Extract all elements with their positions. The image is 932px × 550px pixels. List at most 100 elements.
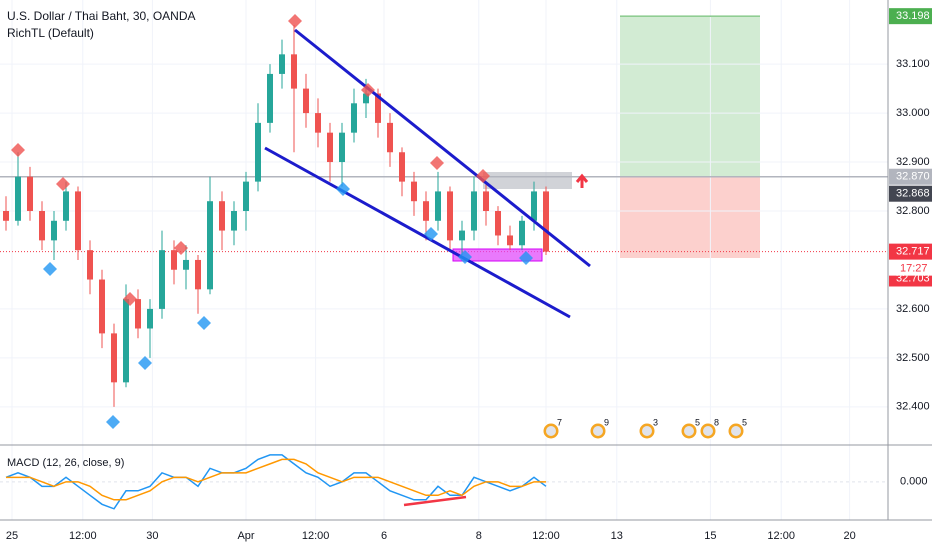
candle-body	[303, 88, 309, 114]
candle-body	[435, 191, 441, 221]
y-tick-label: 32.400	[896, 401, 930, 413]
candle-body	[507, 235, 513, 246]
pivot-highs	[11, 14, 490, 306]
price-label: 32.717	[896, 246, 930, 258]
divergence-line	[403, 495, 467, 507]
candle-body	[327, 132, 333, 163]
candle-body	[135, 299, 141, 329]
candle-body	[267, 73, 273, 123]
candle-body	[255, 122, 261, 182]
chart-title: U.S. Dollar / Thai Baht, 30, OANDA	[7, 9, 196, 23]
macd-line	[5, 454, 547, 510]
candle-body	[75, 191, 81, 251]
x-tick-label: 6	[381, 530, 387, 542]
y-tick-label: 32.900	[896, 156, 930, 168]
event-flag	[703, 426, 713, 436]
stop-zone	[620, 177, 760, 258]
event-flag	[684, 426, 694, 436]
x-tick-label: 12:00	[302, 530, 330, 542]
candle-body	[159, 250, 165, 309]
trendline	[294, 28, 591, 268]
y-tick-label: 0.000	[900, 476, 928, 488]
candle-body	[495, 210, 501, 236]
event-count: 5	[742, 417, 747, 427]
macd-line	[6, 458, 546, 501]
y-tick-label: 33.100	[896, 58, 930, 70]
candle-body	[87, 250, 93, 280]
target-zone	[620, 17, 760, 177]
candle-body	[339, 132, 345, 163]
pivot-lows	[43, 182, 533, 429]
candle-body	[207, 201, 213, 290]
candle-body	[231, 210, 237, 231]
candle-body	[123, 299, 129, 383]
x-tick-label: Apr	[237, 530, 254, 542]
candle-body	[531, 191, 537, 221]
candle-body	[219, 201, 225, 231]
indicator-name: RichTL (Default)	[7, 26, 94, 40]
candle-body	[171, 250, 177, 270]
candle-body	[111, 333, 117, 383]
candle-body	[423, 201, 429, 221]
event-count: 9	[604, 417, 609, 427]
x-tick-label: 15	[704, 530, 716, 542]
x-tick-label: 13	[611, 530, 623, 542]
candle-body	[291, 54, 297, 89]
candle-body	[243, 181, 249, 211]
event-flag	[642, 426, 652, 436]
candle-body	[459, 230, 465, 241]
x-tick-label: 25	[6, 530, 18, 542]
candle-body	[51, 220, 57, 241]
candle-body	[363, 93, 369, 104]
x-tick-label: 12:00	[532, 530, 560, 542]
candle-body	[351, 103, 357, 133]
y-tick-label: 32.500	[896, 352, 930, 364]
y-tick-label: 33.000	[896, 107, 930, 119]
event-count: 5	[695, 417, 700, 427]
event-count: 8	[714, 417, 719, 427]
price-label: 33.198	[896, 10, 930, 22]
candle-body	[471, 191, 477, 231]
candle-body	[375, 93, 381, 123]
candle-body	[27, 176, 33, 211]
x-tick-label: 8	[476, 530, 482, 542]
candle-body	[99, 279, 105, 334]
price-label-box	[889, 8, 932, 25]
price-label: 32.870	[896, 171, 930, 183]
y-tick-label: 32.800	[896, 205, 930, 217]
price-label: 32.868	[896, 188, 930, 200]
candle-body	[447, 191, 453, 241]
candle-body	[195, 259, 201, 290]
candle-body	[183, 259, 189, 270]
candle-body	[483, 191, 489, 211]
x-tick-label: 20	[843, 530, 855, 542]
x-tick-label: 12:00	[69, 530, 97, 542]
x-tick-label: 12:00	[767, 530, 795, 542]
event-count: 7	[557, 417, 562, 427]
event-flag	[593, 426, 603, 436]
candle-body	[519, 220, 525, 246]
event-flag	[546, 426, 556, 436]
candle-body	[315, 113, 321, 133]
event-count: 3	[653, 417, 658, 427]
candle-body	[387, 122, 393, 153]
y-tick-label: 32.600	[896, 303, 930, 315]
candle-body	[147, 308, 153, 329]
candle-body	[279, 54, 285, 74]
price-label-box	[889, 243, 932, 260]
countdown-box	[889, 261, 932, 276]
candle-body	[39, 210, 45, 241]
candle-body	[411, 181, 417, 202]
candle-body	[543, 191, 549, 252]
event-flag	[731, 426, 741, 436]
price-label-box	[889, 168, 932, 185]
candle-body	[3, 210, 9, 221]
trendline	[264, 146, 571, 319]
price-label-box	[889, 185, 932, 202]
resistance-box	[483, 172, 572, 189]
candle-body	[63, 191, 69, 221]
countdown: 17:27	[900, 263, 928, 275]
up-arrow	[575, 173, 589, 188]
